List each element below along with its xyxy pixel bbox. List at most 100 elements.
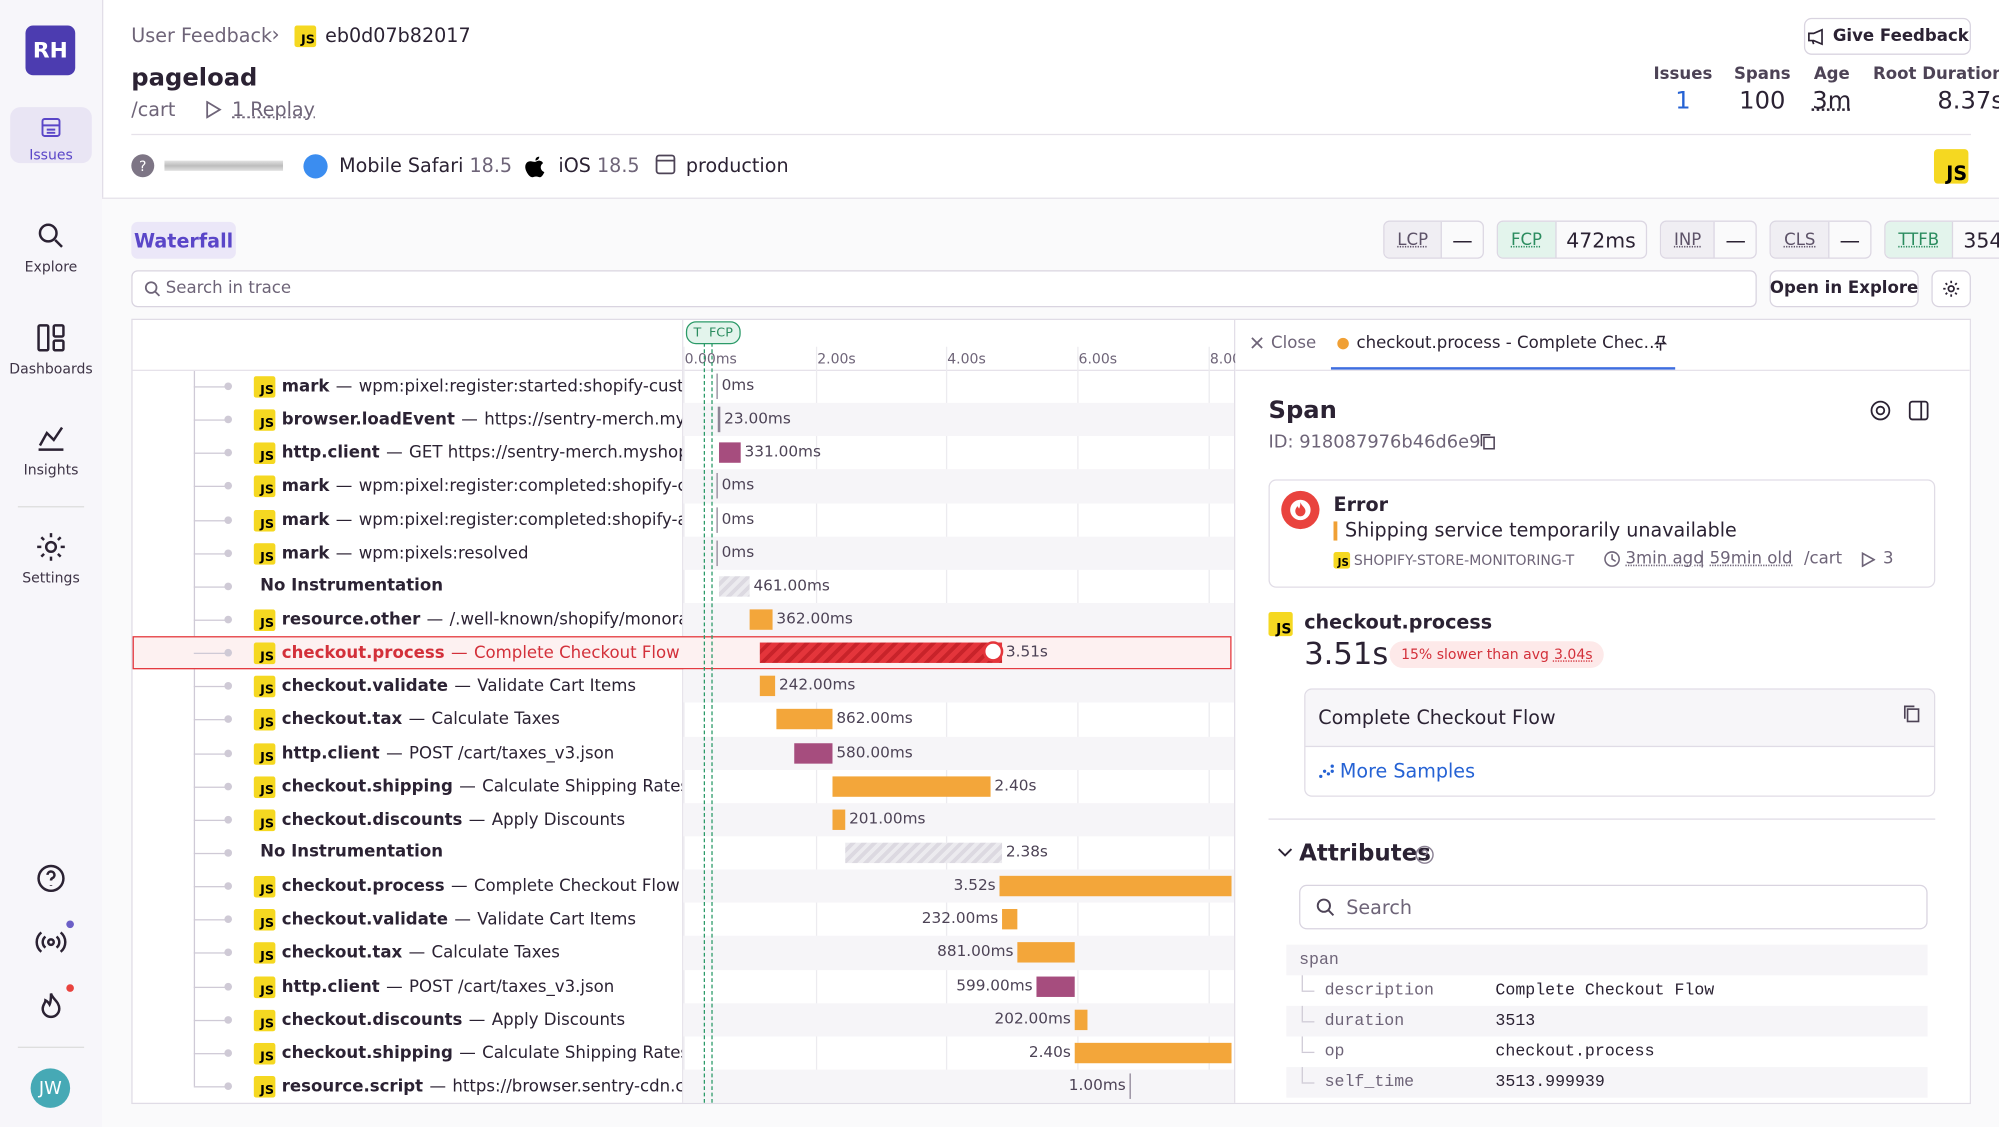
- a: [1415, 845, 1434, 864]
- platform-badge: JS: [254, 1043, 276, 1065]
- error-old: 59min old: [1710, 549, 1793, 568]
- attributes-title[interactable]: Attributes: [1299, 840, 1431, 867]
- tree-branch: [1302, 1021, 1315, 1022]
- trace-row[interactable]: JScheckout.discounts—Apply Discounts201.…: [133, 803, 1232, 836]
- platform-badge: JS: [254, 543, 276, 565]
- timeline-markers: TFCP: [686, 321, 741, 344]
- trace-row[interactable]: JScheckout.validate—Validate Cart Items2…: [133, 903, 1232, 936]
- trace-row[interactable]: JSmark—wpm:pixel:register:completed:shop…: [133, 470, 1232, 503]
- path: [1422, 850, 1427, 860]
- duration-bar: [760, 643, 1002, 663]
- span-op: No Instrumentation: [260, 576, 443, 595]
- tree-branch: [194, 486, 227, 487]
- span-description: wpm:pixel:register:started:shopify-custo…: [359, 377, 682, 396]
- circle: [1319, 775, 1322, 778]
- span-op: mark: [282, 544, 330, 563]
- separator: —: [386, 744, 403, 763]
- trace-row[interactable]: JScheckout.shipping—Calculate Shipping R…: [133, 1036, 1232, 1069]
- platform-badge: JS: [254, 643, 276, 665]
- duration-bar: [832, 776, 990, 796]
- separator: —: [469, 811, 486, 830]
- duration-label: 242.00ms: [779, 676, 855, 694]
- trace-row[interactable]: JSresource.script—https://browser.sentry…: [133, 1070, 1232, 1103]
- duration-bar: [716, 473, 717, 498]
- tree-branch: [194, 886, 227, 887]
- duration-bar: [719, 576, 750, 596]
- tree-branch: [194, 820, 227, 821]
- trace-row[interactable]: JScheckout.process—Complete Checkout Flo…: [133, 870, 1232, 903]
- trace-row[interactable]: JScheckout.tax—Calculate Taxes862.00ms: [133, 703, 1232, 736]
- tree-node: [224, 749, 232, 757]
- trace-row[interactable]: JShttp.client—POST /cart/taxes_v3.json58…: [133, 736, 1232, 769]
- a: [1870, 400, 1890, 420]
- attr-key: self_time: [1325, 1072, 1415, 1091]
- span-op: checkout.discounts: [282, 1011, 463, 1030]
- tree-node: [224, 549, 232, 557]
- trace-row[interactable]: No Instrumentation461.00ms: [133, 570, 1232, 603]
- a: 15% slower than avg3.04s: [1390, 641, 1604, 668]
- tick-label: 2.00s: [817, 351, 856, 368]
- duration-label: 1.00ms: [1069, 1076, 1126, 1094]
- span-label: JScheckout.discounts—Apply Discounts: [254, 1009, 682, 1031]
- trace-row[interactable]: JSmark—wpm:pixel:register:completed:shop…: [133, 503, 1232, 536]
- attr-value: checkout.process: [1495, 1042, 1654, 1061]
- tree-branch: [194, 686, 227, 687]
- panel-close[interactable]: Close: [1271, 334, 1316, 353]
- platform-badge: JS: [254, 709, 276, 731]
- separator: —: [454, 911, 471, 930]
- duration-bar: [760, 676, 775, 696]
- path: [1863, 553, 1874, 566]
- trace-row[interactable]: JScheckout.validate—Validate Cart Items2…: [133, 670, 1232, 703]
- trace-row[interactable]: JScheckout.process—Complete Checkout Flo…: [133, 636, 1232, 669]
- tree-node: [224, 816, 232, 824]
- span-label: No Instrumentation: [254, 576, 682, 595]
- trace-row[interactable]: JShttp.client—GET https://sentry-merch.m…: [133, 436, 1232, 469]
- trace-row[interactable]: JSmark—wpm:pixel:register:started:shopif…: [133, 370, 1232, 403]
- attr-row: descriptionComplete Checkout Flow: [1286, 975, 1927, 1006]
- panel-tab[interactable]: checkout.process - Complete Chec…: [1356, 334, 1660, 353]
- trace-row[interactable]: JSresource.other—/.well-known/shopify/mo…: [133, 603, 1232, 636]
- trace-row[interactable]: JSbrowser.loadEvent—https://sentry-merch…: [133, 403, 1232, 436]
- tree-node: [224, 1016, 232, 1024]
- error-replays: 3: [1883, 549, 1894, 568]
- duration-bar: [719, 443, 741, 463]
- a[interactable]: Search: [1299, 885, 1928, 930]
- panel-id: ID: 918087976b46d6e9: [1268, 432, 1480, 452]
- trace-row[interactable]: JScheckout.discounts—Apply Discounts202.…: [133, 1003, 1232, 1036]
- platform-badge: JS: [254, 743, 276, 765]
- tree-branch: [194, 1053, 227, 1054]
- trace-row[interactable]: No Instrumentation2.38s: [133, 836, 1232, 869]
- separator: —: [454, 677, 471, 696]
- tree-branch: [194, 1086, 227, 1087]
- separator: —: [451, 644, 468, 663]
- platform-badge: JS: [254, 609, 276, 631]
- span-description: Apply Discounts: [492, 811, 625, 830]
- span-op: checkout.tax: [282, 711, 402, 730]
- span-description: /.well-known/shopify/monorail/u: [450, 611, 682, 630]
- separator: —: [336, 511, 353, 530]
- span-op: checkout.discounts: [282, 811, 463, 830]
- trace-row[interactable]: JScheckout.tax—Calculate Taxes881.00ms: [133, 936, 1232, 969]
- span-description: Complete Checkout Flow: [474, 877, 680, 896]
- platform-badge: JS: [254, 776, 276, 798]
- trace-row[interactable]: JScheckout.shipping—Calculate Shipping R…: [133, 770, 1232, 803]
- span-more-samples[interactable]: More Samples: [1340, 760, 1475, 783]
- span-description: POST /cart/taxes_v3.json: [409, 744, 614, 763]
- span-op: http.client: [282, 444, 380, 463]
- duration-bar: [1075, 1043, 1232, 1063]
- duration-bar: [716, 374, 717, 399]
- tree-node: [224, 782, 232, 790]
- span-description: Complete Checkout Flow: [474, 644, 680, 663]
- path: [1279, 849, 1292, 855]
- duration-label: 881.00ms: [937, 943, 1013, 961]
- duration-label: 0ms: [722, 509, 755, 527]
- span-label: JSmark—wpm:pixel:register:started:shopif…: [254, 376, 682, 398]
- span-op: checkout.validate: [282, 677, 448, 696]
- span-description: Calculate Taxes: [432, 711, 560, 730]
- trace-row[interactable]: JShttp.client—POST /cart/taxes_v3.json59…: [133, 970, 1232, 1003]
- trace-row[interactable]: JSmark—wpm:pixels:resolved0ms: [133, 536, 1232, 569]
- duration-label: 0ms: [722, 476, 755, 494]
- separator: —: [386, 977, 403, 996]
- attributes-search: Search: [1346, 896, 1412, 919]
